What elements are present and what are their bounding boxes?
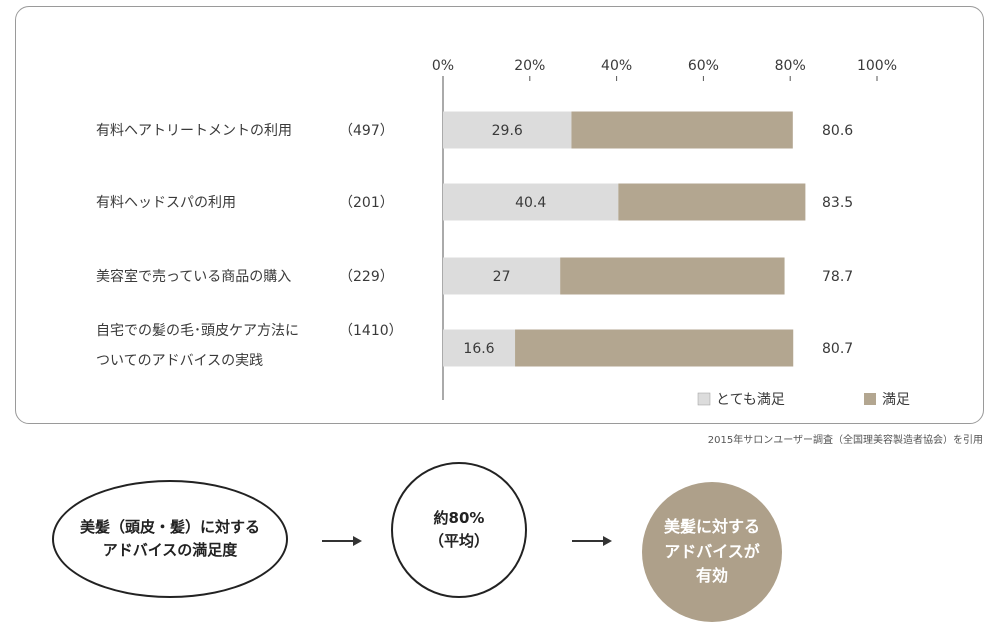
bar-inner-value-label: 27	[493, 269, 511, 285]
bar-satisfied	[515, 329, 794, 367]
chart-panel	[15, 6, 984, 424]
bar-satisfied	[571, 111, 793, 149]
bar-satisfied	[560, 257, 785, 295]
legend-swatch-satisfied	[864, 393, 876, 405]
category-sample-size: （229）	[339, 269, 394, 285]
category-label: 有料ヘアトリートメントの利用	[96, 123, 292, 139]
x-tick-label: 40%	[601, 58, 632, 74]
flow-step3-line2: アドバイスが	[664, 541, 760, 561]
right-arrow-icon	[572, 536, 612, 546]
flow-step3-line1: 美髪に対する	[663, 516, 760, 536]
bar-total-value-label: 83.5	[822, 195, 853, 211]
bar-inner-value-label: 16.6	[463, 341, 494, 357]
flow-step1-line2: アドバイスの満足度	[102, 541, 238, 559]
category-label: 自宅での髪の毛･頭皮ケア方法に	[96, 323, 299, 339]
flow-step3-line3: 有効	[695, 566, 728, 586]
bar-very-satisfied	[443, 111, 572, 149]
flow-step-effective: 美髪に対する アドバイスが 有効	[642, 482, 782, 622]
bar-total-value-label: 78.7	[822, 269, 853, 285]
x-tick-label: 100%	[857, 58, 897, 74]
legend-label-very-satisfied: とても満足	[716, 392, 785, 408]
category-sample-size: （1410）	[339, 323, 403, 339]
flow-step2-line2: （平均）	[428, 532, 489, 550]
bar-very-satisfied	[443, 257, 561, 295]
citation-text: 2015年サロンユーザー調査（全国理美容製造者協会）を引用	[707, 435, 983, 446]
bar-inner-value-label: 40.4	[515, 195, 546, 211]
satisfaction-bar-chart: 0% 20% 40% 60% 80% 100% 29.6 80.6 有料ヘアトリートメントの利用…	[96, 58, 910, 408]
category-sample-size: （201）	[339, 195, 394, 211]
right-arrow-icon	[322, 536, 362, 546]
x-tick-label: 20%	[514, 58, 545, 74]
category-label: 有料ヘッドスパの利用	[96, 195, 236, 211]
x-tick-label: 80%	[775, 58, 806, 74]
flow-step2-line1: 約80%	[433, 508, 485, 527]
category-label: 美容室で売っている商品の購入	[96, 268, 291, 285]
x-tick-label: 60%	[688, 58, 719, 74]
bar-very-satisfied	[443, 329, 516, 367]
bar-total-value-label: 80.6	[822, 123, 853, 139]
flow-step-average: 約80% （平均）	[391, 462, 527, 598]
bar-total-value-label: 80.7	[822, 341, 853, 357]
category-label: ついてのアドバイスの実践	[96, 353, 263, 369]
bar-satisfied	[618, 183, 806, 221]
bar-inner-value-label: 29.6	[492, 123, 523, 139]
legend-swatch-very-satisfied	[697, 392, 711, 406]
bar-very-satisfied	[443, 183, 619, 221]
legend-label-satisfied: 満足	[882, 392, 910, 408]
x-tick-label: 0%	[432, 58, 454, 74]
category-sample-size: （497）	[339, 123, 394, 139]
flow-step1-line1: 美髪（頭皮・髪）に対する	[79, 517, 260, 536]
flow-step-advice-satisfaction: 美髪（頭皮・髪）に対する アドバイスの満足度	[52, 480, 288, 598]
